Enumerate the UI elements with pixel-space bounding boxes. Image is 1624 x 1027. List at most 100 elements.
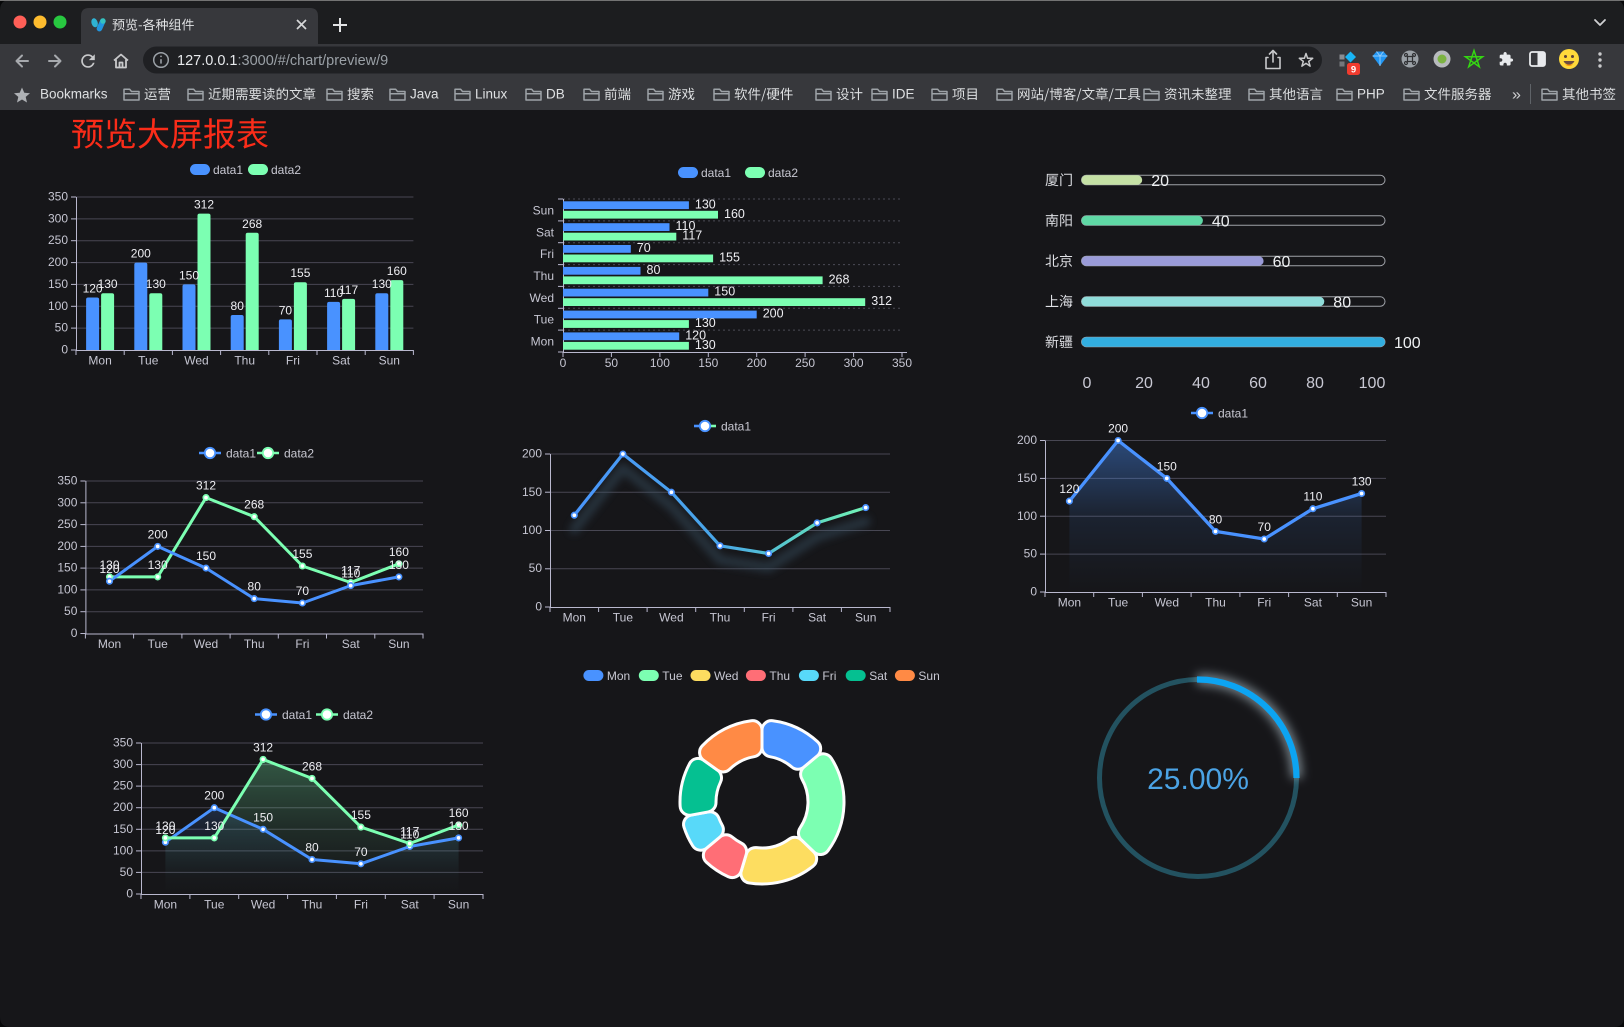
svg-text:Wed: Wed	[184, 354, 208, 368]
svg-text:Sun: Sun	[855, 611, 876, 625]
svg-text:Wed: Wed	[1155, 596, 1179, 610]
svg-text:100: 100	[1017, 509, 1037, 523]
svg-text:data1: data1	[226, 447, 256, 461]
svg-text:150: 150	[113, 822, 133, 836]
svg-text:Bookmarks: Bookmarks	[40, 87, 108, 102]
svg-text:40: 40	[1212, 213, 1230, 230]
svg-text:130: 130	[99, 558, 119, 572]
svg-text:200: 200	[131, 247, 151, 261]
svg-text:0: 0	[560, 356, 567, 370]
svg-text:110: 110	[341, 567, 360, 581]
svg-text:PHP: PHP	[1357, 87, 1385, 102]
svg-text:50: 50	[529, 561, 543, 575]
svg-text:Sat: Sat	[808, 611, 827, 625]
svg-text:Thu: Thu	[769, 669, 790, 683]
svg-text:0: 0	[71, 626, 78, 640]
svg-text:130: 130	[155, 819, 175, 833]
svg-text:250: 250	[795, 356, 815, 370]
svg-text:160: 160	[724, 207, 745, 221]
svg-text:110: 110	[676, 219, 696, 233]
svg-text:268: 268	[244, 498, 264, 512]
svg-text:Thu: Thu	[1205, 596, 1226, 610]
svg-text:Fri: Fri	[286, 354, 300, 368]
svg-text:Thu: Thu	[710, 611, 731, 625]
svg-text:80: 80	[248, 580, 262, 594]
svg-text:Tue: Tue	[148, 637, 169, 651]
svg-text:data2: data2	[343, 708, 373, 722]
svg-text:40: 40	[1192, 375, 1210, 392]
svg-text:Sat: Sat	[536, 225, 555, 239]
svg-text:130: 130	[1352, 475, 1372, 489]
svg-text:110: 110	[400, 828, 419, 842]
svg-text:200: 200	[148, 527, 168, 541]
svg-text:Sat: Sat	[401, 898, 420, 912]
svg-text:130: 130	[204, 819, 224, 833]
svg-text:50: 50	[1024, 547, 1038, 561]
svg-text:150: 150	[1157, 459, 1177, 473]
svg-text:200: 200	[1017, 433, 1037, 447]
svg-text:data2: data2	[284, 447, 314, 461]
svg-text:Fri: Fri	[1257, 596, 1271, 610]
svg-text:Mon: Mon	[88, 354, 111, 368]
svg-text:350: 350	[892, 356, 912, 370]
svg-text:312: 312	[253, 740, 273, 754]
svg-text:130: 130	[389, 558, 409, 572]
svg-text:data1: data1	[701, 166, 731, 180]
svg-text:250: 250	[48, 233, 68, 247]
svg-text:117: 117	[341, 564, 360, 578]
svg-text:data1: data1	[282, 708, 312, 722]
svg-text:200: 200	[763, 307, 784, 321]
svg-text:80: 80	[1333, 294, 1351, 311]
svg-text:155: 155	[290, 266, 310, 280]
svg-text:70: 70	[637, 241, 651, 255]
svg-text:100: 100	[48, 299, 68, 313]
svg-text:Linux: Linux	[475, 87, 508, 102]
svg-text:70: 70	[354, 845, 368, 859]
svg-text:200: 200	[522, 447, 542, 461]
svg-text:Sun: Sun	[918, 669, 939, 683]
svg-text:120: 120	[99, 562, 119, 576]
svg-text:350: 350	[113, 736, 133, 750]
svg-text:Thu: Thu	[533, 269, 554, 283]
svg-text:Fri: Fri	[762, 611, 776, 625]
svg-text:160: 160	[387, 264, 407, 278]
svg-text:150: 150	[522, 485, 542, 499]
svg-text:Thu: Thu	[244, 637, 265, 651]
svg-text:data2: data2	[768, 166, 798, 180]
svg-text:Sun: Sun	[448, 898, 469, 912]
svg-text:80: 80	[231, 299, 245, 313]
svg-text:70: 70	[296, 584, 310, 598]
svg-text:data1: data1	[721, 420, 751, 434]
svg-text:120: 120	[83, 282, 103, 296]
svg-text:150: 150	[698, 356, 718, 370]
svg-text:100: 100	[1394, 335, 1421, 352]
svg-text:250: 250	[57, 517, 77, 531]
svg-text:0: 0	[535, 600, 542, 614]
svg-text:200: 200	[113, 800, 133, 814]
svg-text:80: 80	[305, 841, 319, 855]
svg-text:150: 150	[1017, 471, 1037, 485]
svg-text:0: 0	[1083, 375, 1092, 392]
svg-text:data2: data2	[271, 163, 301, 177]
svg-text:Tue: Tue	[613, 611, 634, 625]
svg-text:data1: data1	[213, 163, 243, 177]
svg-text:50: 50	[605, 356, 619, 370]
svg-text:300: 300	[113, 757, 133, 771]
svg-text:100: 100	[650, 356, 670, 370]
svg-text:Tue: Tue	[204, 898, 225, 912]
svg-text:100: 100	[57, 582, 77, 596]
svg-text:117: 117	[339, 283, 358, 297]
svg-text:Wed: Wed	[659, 611, 683, 625]
svg-text:300: 300	[57, 495, 77, 509]
svg-text:Tue: Tue	[1108, 596, 1129, 610]
svg-text:150: 150	[48, 277, 68, 291]
svg-text:130: 130	[148, 558, 168, 572]
svg-text:130: 130	[372, 277, 392, 291]
svg-text:Fri: Fri	[822, 669, 836, 683]
svg-text:130: 130	[146, 277, 166, 291]
svg-text:Mon: Mon	[563, 611, 586, 625]
svg-text:20: 20	[1135, 375, 1153, 392]
svg-text:100: 100	[522, 523, 542, 537]
svg-text:Mon: Mon	[1058, 596, 1081, 610]
svg-text:130: 130	[695, 197, 716, 211]
